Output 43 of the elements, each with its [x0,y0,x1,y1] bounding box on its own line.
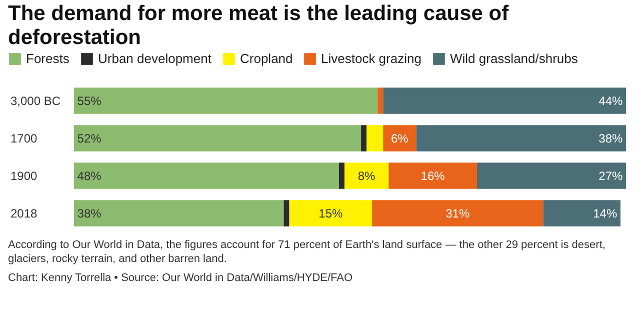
bar [74,125,362,152]
bar [338,162,344,189]
data-label: 38% [598,131,624,146]
data-label: 16% [420,168,446,183]
data-label: 52% [77,131,102,146]
y-tick-label: 1700 [10,131,38,146]
data-label: 14% [593,206,618,220]
bar [289,200,372,226]
bar [383,88,626,114]
legend-label: Forests [26,51,70,66]
legend-label: Livestock grazing [321,51,422,66]
data-label: 27% [598,168,624,183]
chart-title: The demand for more meat is the leading cause of deforestation [7,1,510,50]
text: According to Our World in Data, the figures account for 71 percent of Earth's land surface — the other 29 percent is desert, glaciers, rocky terrain, and other barren land. [7,238,606,266]
bar [366,125,384,152]
data-label: 15% [318,206,344,220]
bar [74,200,284,226]
legend-label: Urban development [98,51,212,66]
text: Chart: Kenny Torrella • Source: Our World in Data/Williams/HYDE/FAO [7,271,354,285]
bar [361,125,367,152]
y-tick-label: 3,000 BC [10,94,61,108]
bar [344,162,389,189]
data-label: 6% [391,131,409,146]
data-label: 38% [77,206,102,220]
legend-label: Wild grassland/shrubs [450,51,578,66]
bar [74,162,339,189]
bar [383,125,416,152]
bar [284,200,290,226]
data-label: 44% [598,94,624,108]
data-label: 55% [77,94,102,108]
data-label: 31% [446,206,470,220]
bar [388,162,477,189]
bar [416,125,626,152]
bar [476,162,626,189]
bar [378,88,384,114]
y-tick-label: 1900 [10,168,38,183]
bar [74,88,378,114]
bar [543,200,620,226]
legend-label: Cropland [240,51,293,66]
data-label: 48% [77,168,102,183]
bar [372,200,544,226]
data-label: 8% [358,168,376,183]
y-tick-label: 2018 [10,206,38,220]
